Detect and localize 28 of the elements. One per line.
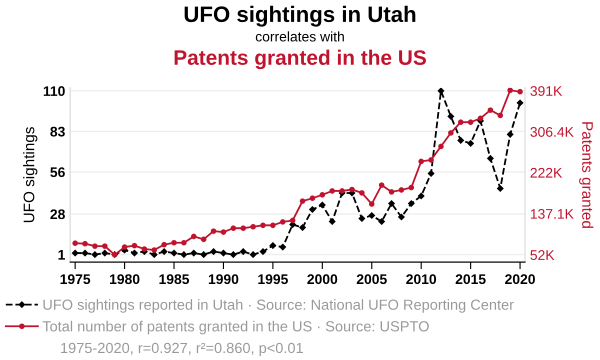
y-tick-label: 28 <box>50 209 65 220</box>
y2-tick-label: 391K <box>530 86 562 96</box>
y-tick-label: 110 <box>44 86 65 96</box>
y-axis-title: UFO sightings <box>23 127 38 222</box>
y2-axis-title: Patents granted <box>579 122 594 228</box>
x-tick-label: 1980 <box>110 274 140 284</box>
x-tick-label: 2005 <box>356 274 387 284</box>
x-tick-label: 1995 <box>258 274 288 284</box>
x-tick-label: 2010 <box>406 274 436 284</box>
legend-label: Total number of patents granted in the US · Source: USPTO <box>42 320 429 334</box>
y-tick-label: 83 <box>50 126 65 137</box>
y2-tick-label: 306.4K <box>530 127 574 137</box>
y2-tick-label: 137.1K <box>530 208 574 219</box>
y-tick-label: 56 <box>50 167 65 178</box>
legend-label: UFO sightings reported in Utah · Source: National UFO Reporting Center <box>43 299 514 313</box>
x-tick-label: 1975 <box>60 274 90 284</box>
x-tick-label: 1990 <box>208 274 238 284</box>
y-tick-label: 1 <box>58 250 65 260</box>
text: Patents granted in the US <box>174 50 426 70</box>
x-tick-label: 1985 <box>159 274 190 284</box>
y2-tick-label: 52K <box>530 250 554 260</box>
x-tick-label: 2015 <box>456 274 486 284</box>
y2-tick-label: 222K <box>530 168 562 178</box>
chart-title: UFO sightings in Utah <box>184 6 416 27</box>
chart-subtitle: correlates with <box>256 31 344 42</box>
x-tick-label: 2020 <box>505 274 535 284</box>
text: 1975-2020, r=0.927, r²=0.860, p<0.01 <box>61 342 303 356</box>
x-tick-label: 2000 <box>307 274 338 284</box>
